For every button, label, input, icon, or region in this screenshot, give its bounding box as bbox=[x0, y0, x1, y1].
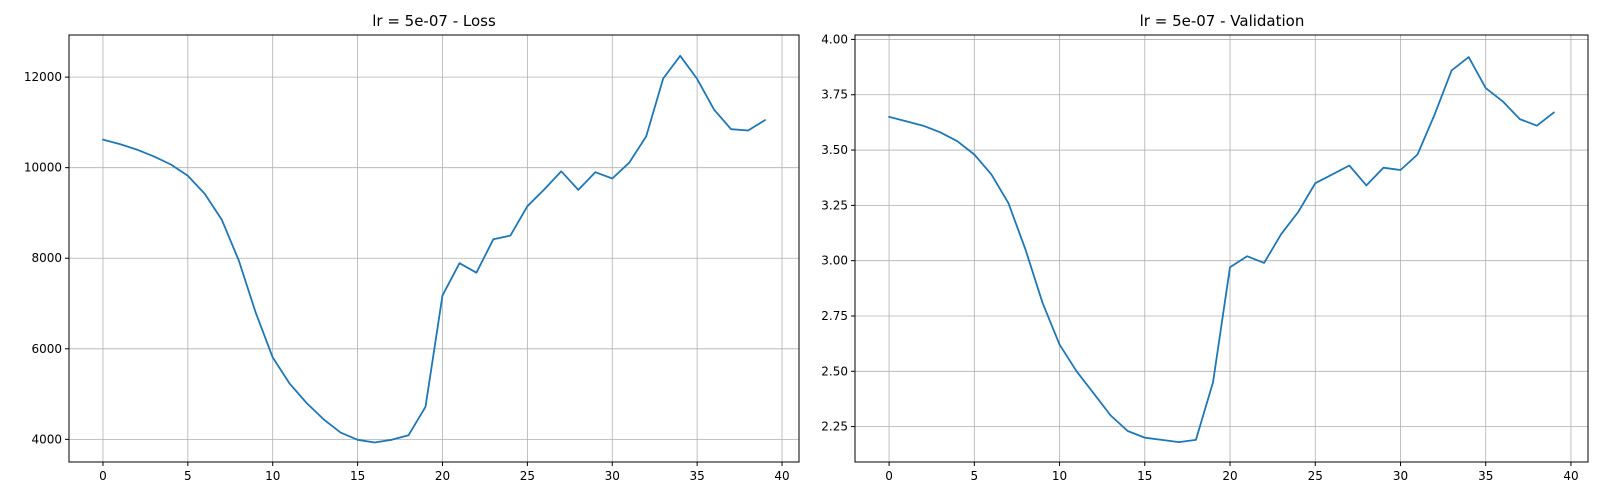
validation-chart-x-tick-label: 15 bbox=[1137, 469, 1152, 483]
validation-chart-y-tick-label: 2.75 bbox=[821, 309, 848, 323]
loss-chart-y-axis: 4000 6000 8000 10000 12000 bbox=[24, 70, 69, 446]
validation-chart-y-axis: 2.25 2.50 2.75 3.00 3.25 3.50 3.75 4.00 bbox=[821, 32, 855, 434]
validation-chart-y-tick-label: 2.25 bbox=[821, 420, 848, 434]
loss-chart-grid bbox=[69, 35, 799, 462]
validation-chart-x-tick-label: 10 bbox=[1052, 469, 1067, 483]
validation-chart-x-tick-label: 25 bbox=[1308, 469, 1323, 483]
loss-chart-plot-area bbox=[102, 54, 766, 444]
validation-chart-x-tick-label: 5 bbox=[971, 469, 979, 483]
validation-chart-x-tick-label: 0 bbox=[885, 469, 893, 483]
loss-chart-x-tick-label: 15 bbox=[350, 469, 365, 483]
loss-chart-title: lr = 5e-07 - Loss bbox=[372, 12, 496, 30]
loss-chart-y-tick-label: 10000 bbox=[24, 161, 62, 175]
validation-chart-x-tick-label: 35 bbox=[1478, 469, 1493, 483]
loss-chart-x-tick-label: 30 bbox=[605, 469, 620, 483]
validation-chart-title: lr = 5e-07 - Validation bbox=[1140, 12, 1305, 30]
validation-chart: lr = 5e-07 - Validation 0 5 10 15 20 25 30 35 40… bbox=[821, 12, 1589, 483]
loss-chart-x-tick-label: 35 bbox=[689, 469, 704, 483]
validation-chart-x-tick-label: 30 bbox=[1393, 469, 1408, 483]
validation-chart-x-tick-label: 40 bbox=[1563, 469, 1578, 483]
loss-chart-y-tick-label: 8000 bbox=[31, 251, 62, 265]
validation-chart-x-axis: 0 5 10 15 20 25 30 35 40 bbox=[885, 462, 1579, 483]
validation-chart-y-tick-label: 3.00 bbox=[821, 254, 848, 268]
loss-chart-y-tick-label: 4000 bbox=[31, 432, 62, 446]
validation-chart-grid bbox=[855, 35, 1588, 462]
validation-chart-series-line bbox=[888, 56, 1555, 444]
loss-chart-x-axis: 0 5 10 15 20 25 30 35 40 bbox=[99, 462, 790, 483]
validation-chart-y-tick-label: 3.50 bbox=[821, 143, 848, 157]
loss-chart-x-tick-label: 40 bbox=[774, 469, 789, 483]
validation-chart-frame bbox=[854, 34, 1589, 463]
loss-chart-x-tick-label: 0 bbox=[99, 469, 107, 483]
loss-chart-x-tick-label: 20 bbox=[435, 469, 450, 483]
loss-chart-y-tick-label: 6000 bbox=[31, 342, 62, 356]
loss-chart-x-tick-label: 10 bbox=[265, 469, 280, 483]
loss-chart-x-tick-label: 25 bbox=[520, 469, 535, 483]
validation-chart-plot-area bbox=[888, 56, 1555, 444]
validation-chart-y-tick-label: 4.00 bbox=[821, 32, 848, 46]
loss-chart-x-tick-label: 5 bbox=[184, 469, 192, 483]
validation-chart-y-tick-label: 2.50 bbox=[821, 364, 848, 378]
loss-chart-series-line bbox=[102, 54, 766, 444]
validation-chart-x-tick-label: 20 bbox=[1222, 469, 1237, 483]
loss-chart-frame bbox=[68, 34, 800, 463]
validation-chart-y-tick-label: 3.25 bbox=[821, 198, 848, 212]
loss-chart-y-tick-label: 12000 bbox=[24, 70, 62, 84]
validation-chart-y-tick-label: 3.75 bbox=[821, 88, 848, 102]
loss-chart: lr = 5e-07 - Loss 0 5 10 15 20 25 30 35 40 4000 6… bbox=[24, 12, 800, 483]
